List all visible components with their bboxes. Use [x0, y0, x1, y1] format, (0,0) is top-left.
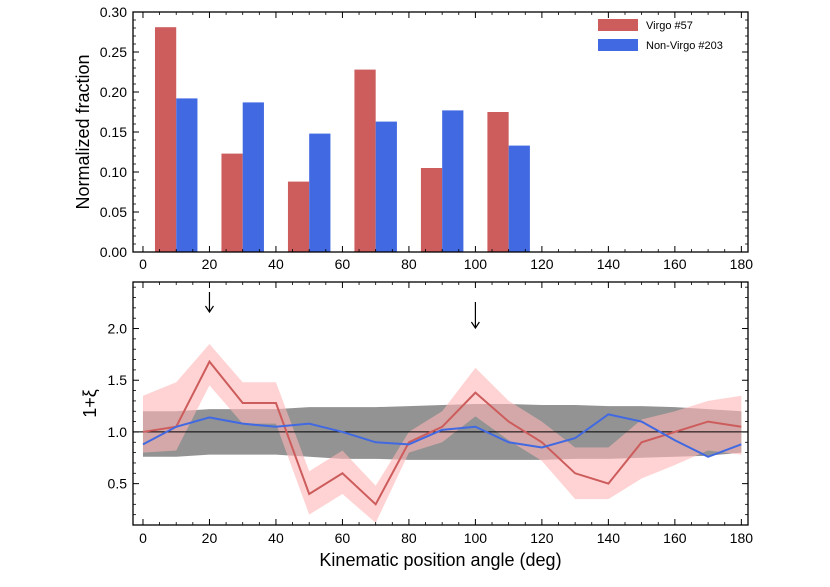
bottom-x-tick-label-7: 140: [597, 530, 621, 546]
top-x-tick-label-9: 180: [730, 256, 754, 272]
top-y-tick-label-0: 0.00: [100, 244, 127, 260]
top-x-tick-label-7: 140: [597, 256, 621, 272]
legend-label-virgo: Virgo #57: [646, 20, 693, 32]
bar-virgo-4: [420, 168, 443, 252]
bottom-panel-ticks: 0 20 40 60 80 100 120 140 160 180 0.5 1.0 1.5 2.0: [108, 282, 754, 546]
bar-virgo-1: [221, 153, 243, 252]
arrow-markers: [204, 292, 480, 330]
top-panel-ticks: 0 20 40 60 80 100 120 140 160 180 0.00 0.05 0.10 0.15…: [100, 4, 753, 272]
bottom-x-tick-label-9: 180: [730, 530, 754, 546]
histogram-legend: Virgo #57 Non-Virgo #203: [598, 19, 723, 52]
confidence-bands: [142, 344, 742, 523]
bar-non-virgo-1: [242, 102, 264, 253]
bottom-y-tick-label-3: 2.0: [108, 321, 128, 337]
top-x-tick-label-4: 80: [401, 256, 417, 272]
bar-virgo-5: [487, 112, 509, 252]
top-y-tick-label-6: 0.30: [100, 4, 127, 20]
bottom-panel-frame: [132, 281, 749, 526]
bottom-x-tick-label-5: 100: [464, 530, 488, 546]
arrow-marker-0: [204, 292, 214, 314]
top-y-tick-label-2: 0.10: [100, 164, 127, 180]
top-x-tick-label-5: 100: [464, 256, 488, 272]
bar-virgo-2: [287, 181, 310, 252]
bar-virgo-0: [154, 27, 177, 253]
bar-non-virgo-2: [309, 133, 331, 252]
line-virgo: [142, 359, 742, 506]
bar-virgo-3: [354, 69, 376, 252]
bottom-x-tick-label-6: 120: [530, 530, 554, 546]
legend-swatch-non-virgo: [598, 39, 638, 51]
line-non-virgo: [142, 413, 742, 458]
bottom-x-tick-label-4: 80: [401, 530, 417, 546]
top-x-tick-label-1: 20: [202, 256, 218, 272]
bottom-x-tick-label-3: 60: [335, 530, 351, 546]
top-panel-histogram: 0 20 40 60 80 100 120 140 160 180 0.00 0.05 0.10 0.15…: [73, 4, 753, 272]
top-x-tick-label-2: 40: [268, 256, 284, 272]
bottom-panel-correlation: 0 20 40 60 80 100 120 140 160 180 0.5 1.0 1.5 2.0 1+ξ…: [80, 281, 754, 570]
top-x-tick-label-6: 120: [530, 256, 554, 272]
top-y-tick-label-5: 0.25: [100, 44, 127, 60]
legend-swatch-virgo: [598, 19, 638, 31]
bar-non-virgo-3: [375, 121, 397, 252]
bottom-x-axis-label: Kinematic position angle (deg): [319, 550, 561, 570]
bottom-y-tick-label-0: 0.5: [108, 476, 128, 492]
top-x-tick-label-3: 60: [335, 256, 351, 272]
bottom-y-tick-label-1: 1.0: [108, 424, 128, 440]
histogram-bars: [154, 27, 530, 253]
bar-non-virgo-0: [176, 98, 198, 253]
top-x-tick-label-8: 160: [663, 256, 687, 272]
top-y-tick-label-1: 0.05: [100, 204, 127, 220]
bottom-x-tick-label-1: 20: [202, 530, 218, 546]
bottom-y-axis-label: 1+ξ: [80, 389, 100, 418]
bar-non-virgo-5: [508, 145, 530, 252]
bottom-x-tick-label-0: 0: [139, 530, 147, 546]
legend-label-non-virgo: Non-Virgo #203: [646, 40, 723, 52]
bottom-x-tick-label-8: 160: [663, 530, 687, 546]
top-y-tick-label-4: 0.20: [100, 84, 127, 100]
bottom-y-tick-label-2: 1.5: [108, 372, 128, 388]
top-y-axis-label: Normalized fraction: [73, 54, 93, 209]
arrow-marker-1: [470, 302, 480, 330]
correlation-lines: [142, 359, 742, 506]
top-x-tick-label-0: 0: [139, 256, 147, 272]
bottom-x-tick-label-2: 40: [268, 530, 284, 546]
bar-non-virgo-4: [442, 110, 464, 253]
top-y-tick-label-3: 0.15: [100, 124, 127, 140]
